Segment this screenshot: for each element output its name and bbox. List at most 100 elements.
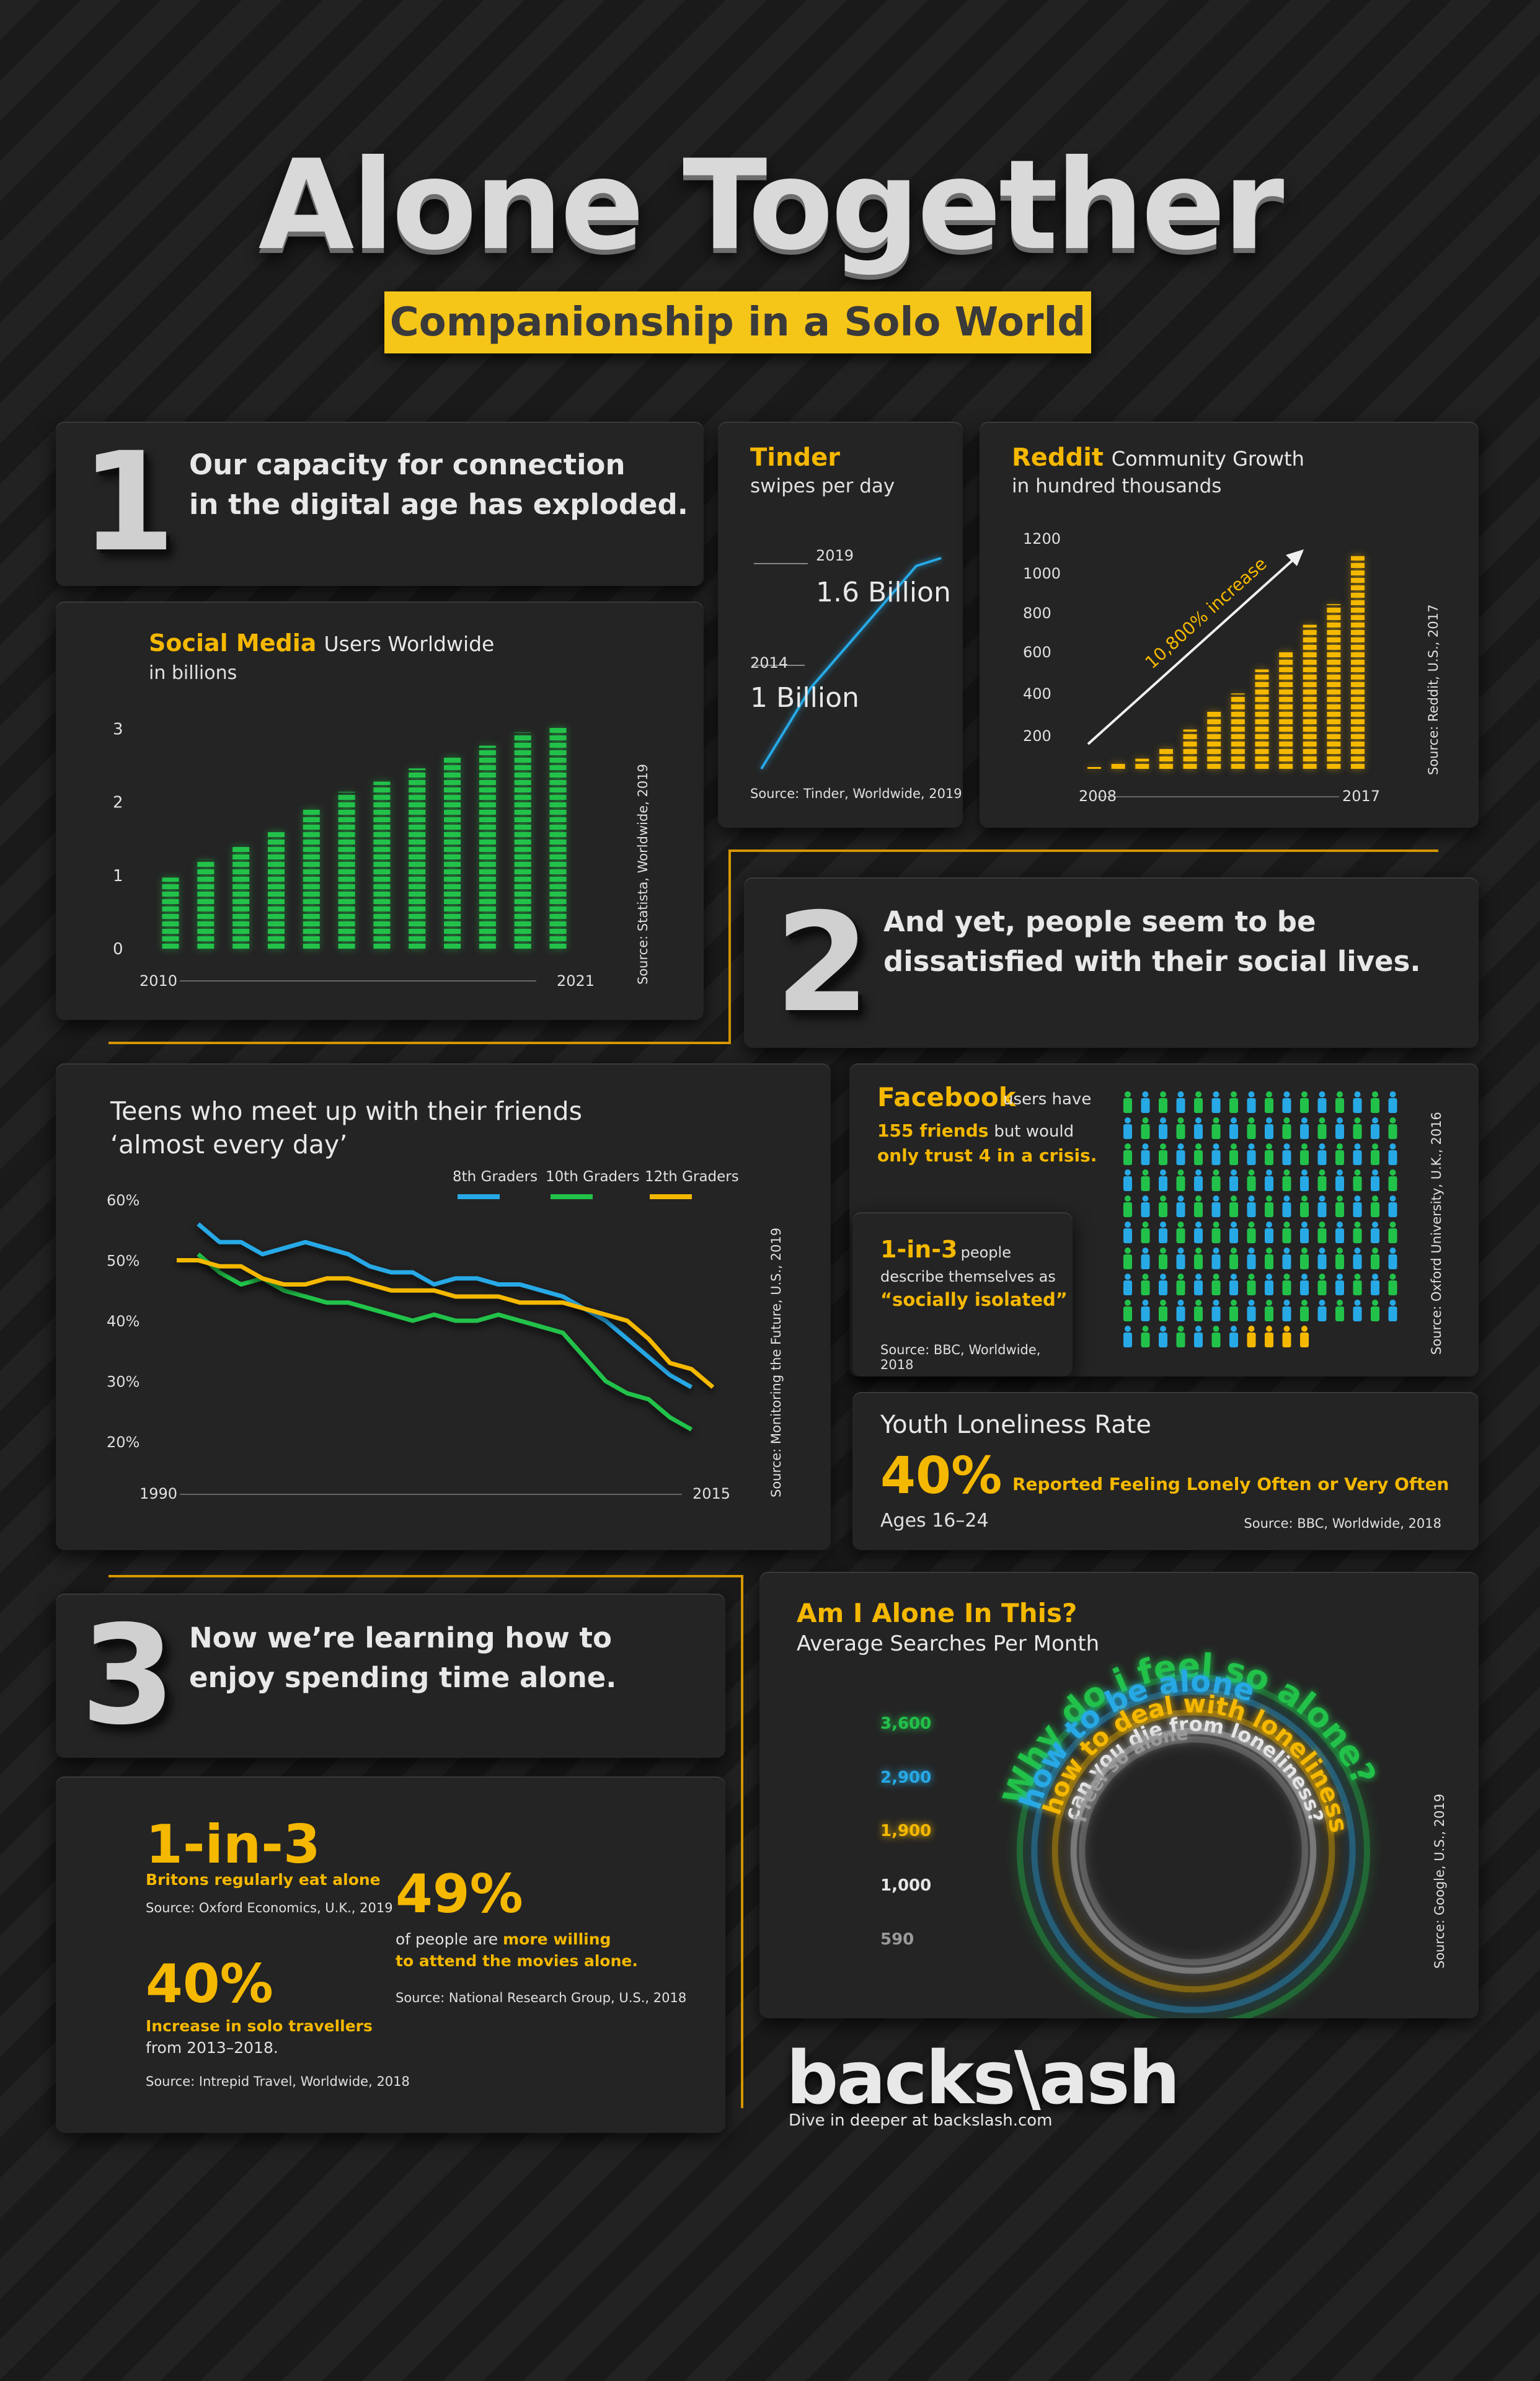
connector-line	[728, 849, 1438, 852]
y-tick-label: 60%	[107, 1192, 139, 1209]
bar	[1159, 748, 1173, 771]
isolated-stat: 1-in-3 people	[880, 1236, 1011, 1263]
facebook-line2: 155 friends but would	[877, 1120, 1074, 1141]
person-icon	[1125, 1222, 1131, 1228]
person-icon	[1211, 1098, 1221, 1113]
person-icon	[1335, 1202, 1344, 1217]
eat-alone-desc: Britons regularly eat alone	[146, 1871, 381, 1889]
person-icon	[1388, 1150, 1397, 1165]
person-icon	[1283, 1222, 1290, 1228]
tinder-chart: 2019 1.6 Billion 2014 1 Billion	[750, 547, 951, 770]
person-icon	[1247, 1306, 1256, 1321]
legend-label: 12th Graders	[645, 1169, 739, 1185]
person-icon	[1283, 1143, 1290, 1150]
person-icon	[1301, 1091, 1308, 1097]
person-icon	[1123, 1124, 1132, 1139]
person-icon	[1354, 1274, 1361, 1280]
person-icon	[1194, 1098, 1203, 1113]
person-icon	[1372, 1274, 1378, 1280]
person-icon	[1337, 1143, 1343, 1150]
chart-title-rest: Users Worldwide	[324, 632, 495, 656]
legend-swatch	[458, 1194, 500, 1199]
chart-unit: in billions	[149, 662, 237, 684]
person-icon	[1177, 1091, 1184, 1097]
person-icon	[1371, 1280, 1379, 1295]
section-1-card: 1 Our capacity for connection in the dig…	[56, 422, 704, 586]
person-icon	[1141, 1098, 1150, 1113]
person-icon	[1125, 1326, 1131, 1332]
y-tick-label: 40%	[107, 1313, 139, 1330]
person-icon	[1248, 1222, 1255, 1228]
person-icon	[1213, 1300, 1219, 1306]
person-icon	[1300, 1124, 1309, 1139]
person-icon	[1159, 1150, 1167, 1165]
person-icon	[1319, 1091, 1325, 1097]
movies-text: of people are	[396, 1930, 498, 1948]
person-icon	[1301, 1143, 1308, 1150]
person-icon	[1229, 1254, 1238, 1269]
person-icon	[1319, 1117, 1325, 1124]
movies-source: Source: National Research Group, U.S., 2…	[396, 1990, 687, 2005]
person-icon	[1317, 1254, 1327, 1269]
youth-desc: Reported Feeling Lonely Often or Very Of…	[1012, 1474, 1449, 1494]
person-icon	[1123, 1228, 1132, 1243]
person-icon	[1141, 1306, 1150, 1321]
person-icon	[1337, 1248, 1343, 1254]
person-icon	[1337, 1169, 1343, 1176]
person-icon	[1282, 1254, 1291, 1269]
person-icon	[1388, 1202, 1397, 1217]
person-icon	[1301, 1222, 1308, 1228]
person-icon	[1229, 1280, 1238, 1295]
person-icon	[1123, 1306, 1132, 1321]
person-icon	[1194, 1202, 1203, 1217]
bar	[1111, 763, 1125, 771]
person-icon	[1142, 1143, 1149, 1150]
person-icon	[1231, 1117, 1237, 1124]
growth-arrow	[1087, 551, 1303, 745]
person-icon	[1265, 1228, 1273, 1243]
person-icon	[1123, 1150, 1132, 1165]
youth-ages: Ages 16–24	[880, 1510, 989, 1532]
person-icon	[1159, 1332, 1167, 1347]
person-icon	[1231, 1195, 1237, 1202]
section-heading-line: in the digital age has exploded.	[189, 488, 688, 521]
person-icon	[1283, 1117, 1290, 1124]
travel-source: Source: Intrepid Travel, Worldwide, 2018	[146, 2074, 410, 2089]
person-icon	[1247, 1098, 1256, 1113]
person-icon	[1195, 1169, 1201, 1176]
person-icon	[1160, 1091, 1166, 1097]
person-icon	[1248, 1143, 1255, 1150]
social-media-title: Social Media Users Worldwide	[149, 629, 494, 657]
subtitle: Companionship in a Solo World	[389, 299, 1086, 345]
person-icon	[1125, 1274, 1131, 1280]
chart-title-rest: Community Growth	[1111, 447, 1304, 471]
person-icon	[1282, 1280, 1291, 1295]
person-icon	[1177, 1169, 1184, 1176]
movies-line1: of people are more willing	[396, 1930, 611, 1948]
person-icon	[1142, 1091, 1149, 1097]
person-icon	[1125, 1091, 1131, 1097]
person-icon	[1389, 1248, 1396, 1254]
person-icon	[1160, 1222, 1166, 1228]
person-icon	[1388, 1254, 1397, 1269]
person-icon	[1211, 1202, 1221, 1217]
person-icon	[1265, 1150, 1273, 1165]
person-icon	[1211, 1332, 1221, 1347]
person-icon	[1248, 1091, 1255, 1097]
person-icon	[1265, 1202, 1273, 1217]
person-icon	[1231, 1248, 1237, 1254]
person-icon	[1389, 1195, 1396, 1202]
person-icon	[1229, 1228, 1238, 1243]
connector-line	[108, 1575, 741, 1577]
person-icon	[1123, 1098, 1132, 1113]
chart-source: Source: BBC, Worldwide, 2018	[880, 1342, 1041, 1372]
person-icon	[1213, 1195, 1219, 1202]
person-icon	[1248, 1300, 1255, 1306]
person-icon	[1231, 1274, 1237, 1280]
section-heading: Our capacity for connection in the digit…	[189, 445, 688, 525]
connector-line	[108, 1042, 731, 1044]
x-end-label: 2017	[1342, 787, 1380, 805]
legend-swatch	[551, 1194, 593, 1199]
y-tick-label: 200	[1023, 727, 1051, 745]
person-icon	[1176, 1228, 1185, 1243]
